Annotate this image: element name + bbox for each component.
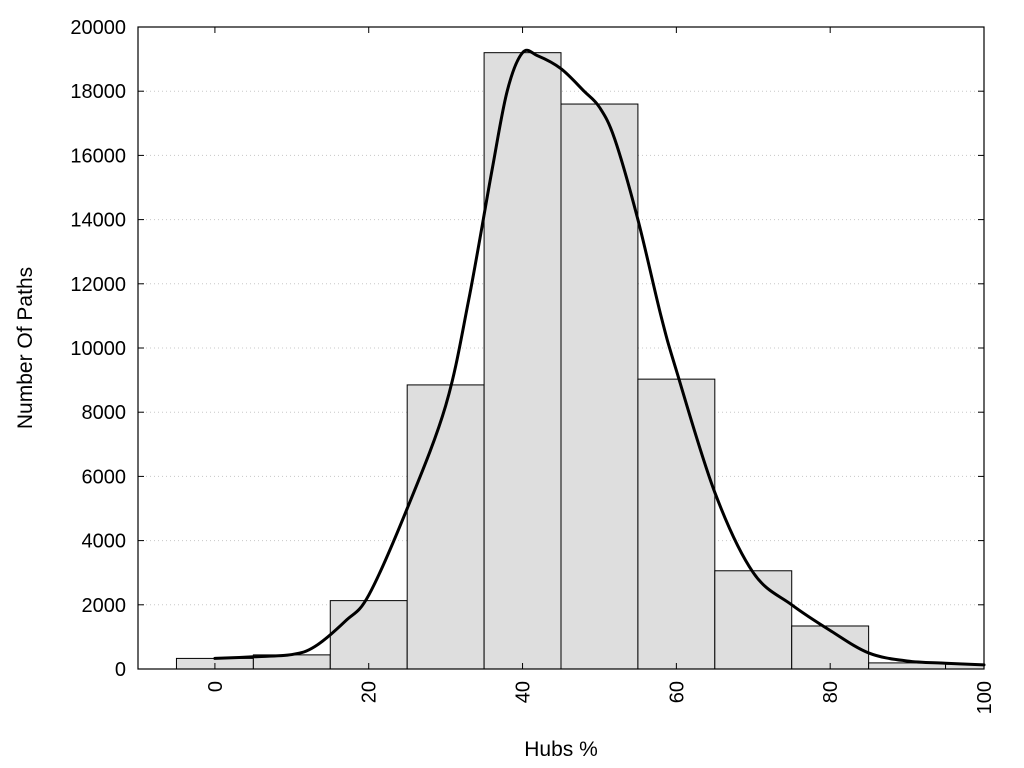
- y-tick-label: 10000: [70, 338, 126, 360]
- x-tick-label: 0: [205, 681, 227, 692]
- x-tick-label: 20: [359, 681, 381, 703]
- density-curve: [213, 48, 986, 667]
- density-curve-layer: [213, 48, 986, 667]
- histogram-bar: [637, 378, 716, 670]
- histogram-bar: [714, 570, 793, 670]
- y-tick-label: 16000: [70, 145, 126, 167]
- histogram-bars: [175, 52, 985, 670]
- y-tick-label: 2000: [82, 595, 127, 617]
- y-tick-label: 20000: [70, 17, 126, 39]
- y-axis-title: Number Of Paths: [14, 267, 37, 429]
- y-tick-label: 18000: [70, 81, 126, 103]
- x-tick-label: 40: [513, 681, 535, 703]
- histogram-bar: [406, 384, 485, 670]
- x-tick-label: 80: [820, 681, 842, 703]
- y-tick-label: 4000: [82, 531, 127, 553]
- axes: 0 2000 4000 6000 8000 10000 12000 14000 16000 180…: [70, 17, 996, 714]
- histogram-bar: [483, 52, 562, 670]
- x-tick-label: 60: [666, 681, 688, 703]
- y-tick-label: 8000: [82, 402, 127, 424]
- y-tick-label: 6000: [82, 466, 127, 488]
- histogram-bar: [329, 600, 408, 670]
- y-tick-label: 14000: [70, 210, 126, 232]
- x-tick-label: 100: [974, 681, 996, 714]
- x-axis-title: Hubs %: [524, 738, 598, 761]
- histogram-bar: [560, 103, 639, 670]
- y-tick-label: 12000: [70, 274, 126, 296]
- grid-lines: [138, 90, 984, 606]
- y-tick-label: 0: [115, 659, 126, 681]
